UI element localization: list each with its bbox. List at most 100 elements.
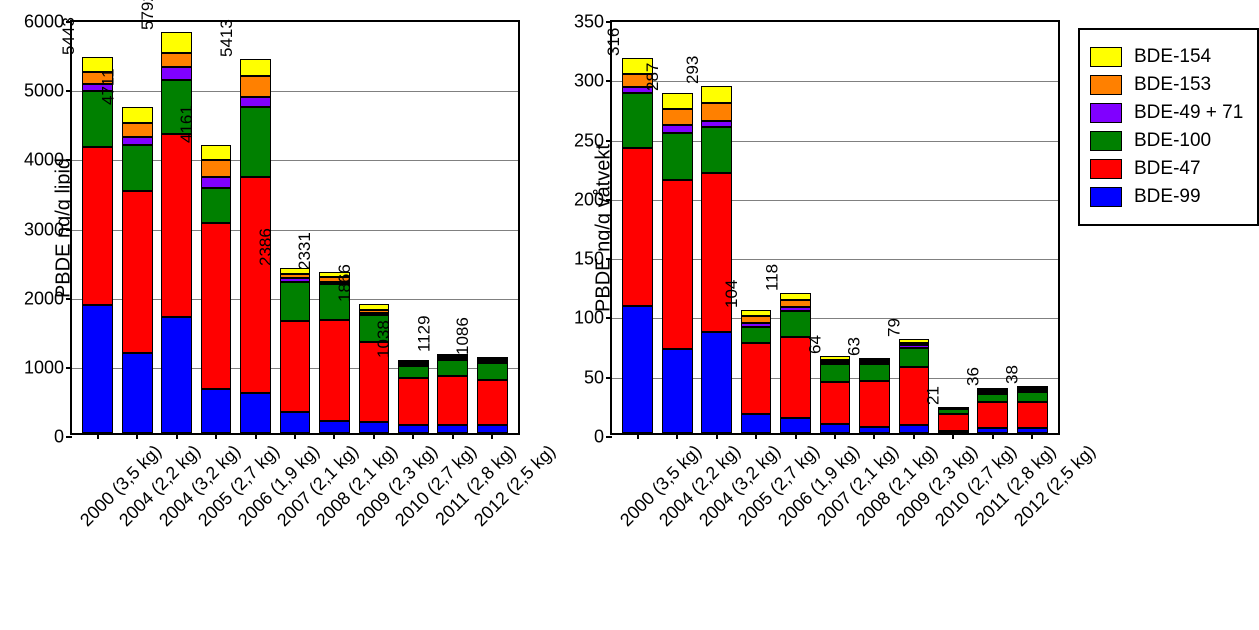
bar-segment [398,366,429,378]
bar-slot: 47112004 (2,2 kg) [117,22,156,433]
bar: 4161 [201,145,232,433]
bar-slot: 632008 (2,1 kg) [855,22,894,433]
ytick-label: 50 [584,367,612,388]
bar-total-label: 21 [924,386,944,405]
bar-segment [122,145,153,191]
bar-segment [741,414,772,433]
bar-segment [319,320,350,421]
bar: 287 [662,93,693,433]
bar-slot: 41612005 (2,7 kg) [196,22,235,433]
bar: 21 [938,407,969,433]
xtick-mark [873,433,875,439]
ytick-label: 250 [574,130,612,151]
bar-total-label: 38 [1003,365,1023,384]
bar-segment [477,380,508,424]
ytick-label: 100 [574,308,612,329]
xtick-mark [952,433,954,439]
bar-segment [701,103,732,121]
bar-segment [622,306,653,433]
bar-segment [780,293,811,300]
bar-segment [820,424,851,433]
legend-item: BDE-47 [1090,158,1243,180]
bar-total-label: 1038 [374,320,394,358]
ytick-label: 4000 [24,150,72,171]
bar-segment [201,389,232,433]
bar-segment [820,364,851,382]
bar-segment [122,137,153,145]
bars-area: 54432000 (3,5 kg)47112004 (2,2 kg)579220… [72,22,518,433]
bar-segment [280,412,311,433]
bar-segment [899,425,930,433]
bar-total-label: 316 [604,28,624,56]
bar-total-label: 63 [845,337,865,356]
legend-label: BDE-47 [1134,158,1201,180]
xtick-mark [795,433,797,439]
bar-segment [701,173,732,332]
bar-total-label: 64 [806,335,826,354]
bar-segment [437,360,468,376]
xtick-mark [1031,433,1033,439]
bar-slot: 382012 (2,5 kg) [1013,22,1052,433]
xtick-mark [373,433,375,439]
bar-segment [122,107,153,123]
bar-segment [701,127,732,173]
bar-segment [662,133,693,180]
bar-segment [477,425,508,433]
xtick-mark [215,433,217,439]
bar-segment [122,191,153,353]
bar-segment [741,327,772,342]
bar: 36 [977,388,1008,433]
bar-segment [201,145,232,160]
bar-segment [662,93,693,110]
bar-slot: 23862007 (2,1 kg) [275,22,314,433]
xtick-mark [491,433,493,439]
bar-segment [859,364,890,381]
ytick-label: 150 [574,249,612,270]
xtick-mark [255,433,257,439]
bar-segment [662,180,693,348]
bar-segment [161,32,192,53]
bar-segment [161,317,192,433]
bar-total-label: 2386 [256,228,276,266]
bar-total-label: 36 [963,367,983,386]
bar: 316 [622,58,653,433]
bar-segment [662,109,693,124]
bar-total-label: 104 [722,279,742,307]
bar-total-label: 118 [762,264,782,291]
legend-item: BDE-99 [1090,186,1243,208]
bar-segment [201,223,232,388]
right-chart: PBDE ng/g våtvekt 0501001502002503003503… [610,20,1060,435]
xtick-mark [716,433,718,439]
bar: 104 [741,310,772,433]
bar-segment [240,76,271,97]
bar-slot: 1182006 (1,9 kg) [776,22,815,433]
xtick-mark [333,433,335,439]
bar-slot: 792009 (2,3 kg) [894,22,933,433]
bar-total-label: 4711 [99,69,119,106]
bar-segment [240,59,271,76]
bar: 118 [780,293,811,433]
ytick-label: 0 [594,427,612,448]
bar-total-label: 1866 [335,264,355,302]
bar-slot: 10862012 (2,5 kg) [473,22,512,433]
bar-total-label: 5443 [59,17,79,55]
bar-segment [780,311,811,337]
bar-segment [859,381,890,427]
bar: 1038 [398,360,429,433]
bar-segment [122,123,153,137]
bar-segment [319,421,350,433]
bar-segment [1017,392,1048,403]
bar-slot: 1042005 (2,7 kg) [736,22,775,433]
bar-segment [899,348,930,367]
legend-swatch [1090,103,1122,123]
bar-segment [780,418,811,433]
xtick-mark [294,433,296,439]
bar-segment [280,282,311,321]
bar-segment [201,188,232,223]
bar: 5792 [161,32,192,433]
legend: BDE-154BDE-153BDE-49 + 71BDE-100BDE-47BD… [1078,28,1259,226]
right-plot-area: 0501001502002503003503162000 (3,5 kg)287… [610,20,1060,435]
bar-segment [701,86,732,104]
bar-slot: 18662009 (2,3 kg) [354,22,393,433]
legend-swatch [1090,131,1122,151]
